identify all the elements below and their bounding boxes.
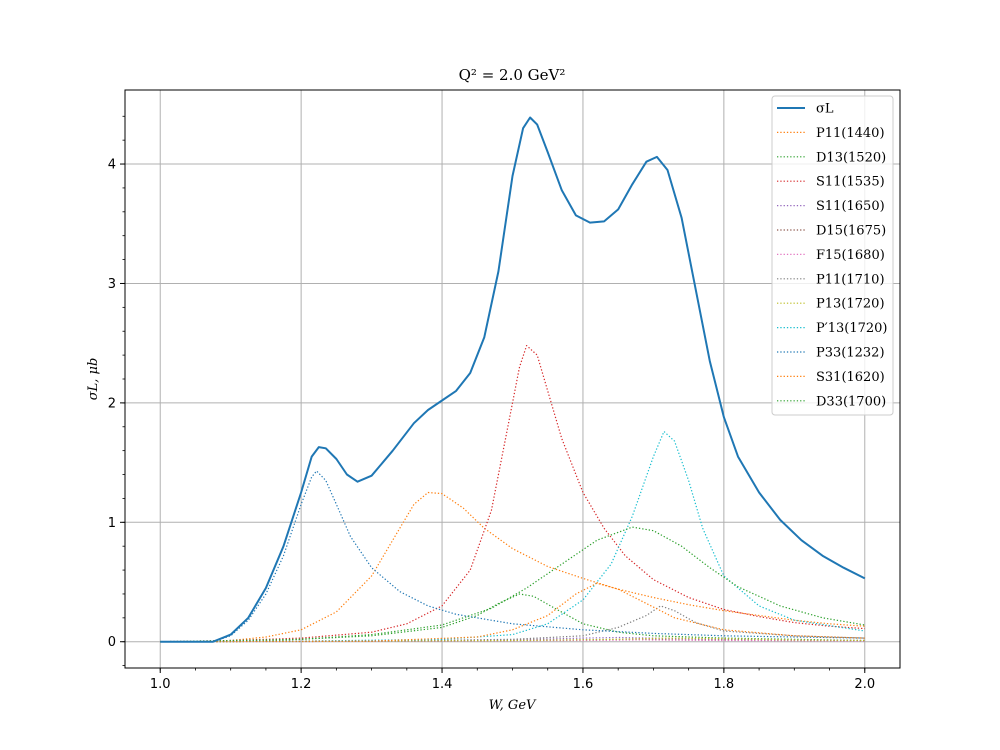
y-tick-label: 4 [108, 158, 116, 173]
legend-label: P11(1710) [816, 272, 885, 287]
series-line [160, 637, 865, 643]
legend-label: P′13(1720) [816, 321, 887, 336]
chart-title: Q² = 2.0 GeV² [459, 66, 566, 84]
legend-label: D13(1520) [816, 150, 886, 165]
series-line [160, 639, 865, 643]
series-line [160, 470, 865, 643]
legend: σL P11(1440) D13(1520) S11(1535) S11(1650) D1… [771, 95, 894, 416]
y-tick-label: 3 [108, 277, 116, 292]
x-tick-label: 1.6 [573, 677, 594, 692]
series-line [160, 491, 865, 643]
series-layer [160, 116, 866, 643]
y-tick-label: 1 [108, 516, 116, 531]
x-tick-label: 2.0 [854, 677, 875, 692]
legend-label: P13(1720) [816, 297, 885, 312]
grid [125, 90, 900, 668]
plot-area [125, 90, 900, 668]
legend-label: σL [816, 102, 834, 117]
legend-frame [771, 95, 894, 416]
series-line [160, 582, 865, 643]
x-tick-label: 1.8 [714, 677, 735, 692]
y-axis-label: σL, μb [86, 358, 101, 401]
x-axis-label: W, GeV [489, 698, 537, 713]
legend-label: S11(1650) [816, 199, 885, 214]
y-tick-label: 0 [108, 635, 116, 650]
legend-label: P11(1440) [816, 126, 885, 141]
x-tick-label: 1.2 [291, 677, 312, 692]
x-tick-label: 1.0 [150, 677, 171, 692]
legend-label: F15(1680) [816, 248, 885, 263]
x-tick-label: 1.4 [432, 677, 453, 692]
legend-label: P33(1232) [816, 346, 885, 361]
series-line [160, 593, 865, 643]
legend-label: S31(1620) [816, 370, 885, 385]
legend-label: S11(1535) [816, 175, 885, 190]
series-line [160, 526, 865, 643]
series-line [160, 116, 866, 643]
y-tick-label: 2 [108, 396, 116, 411]
series-line [160, 345, 865, 643]
legend-label: D15(1675) [816, 224, 886, 239]
legend-label: D33(1700) [816, 394, 886, 409]
ticks: 1.0 1.2 1.4 1.6 1.8 2.0 0 1 2 3 4 [108, 115, 875, 692]
